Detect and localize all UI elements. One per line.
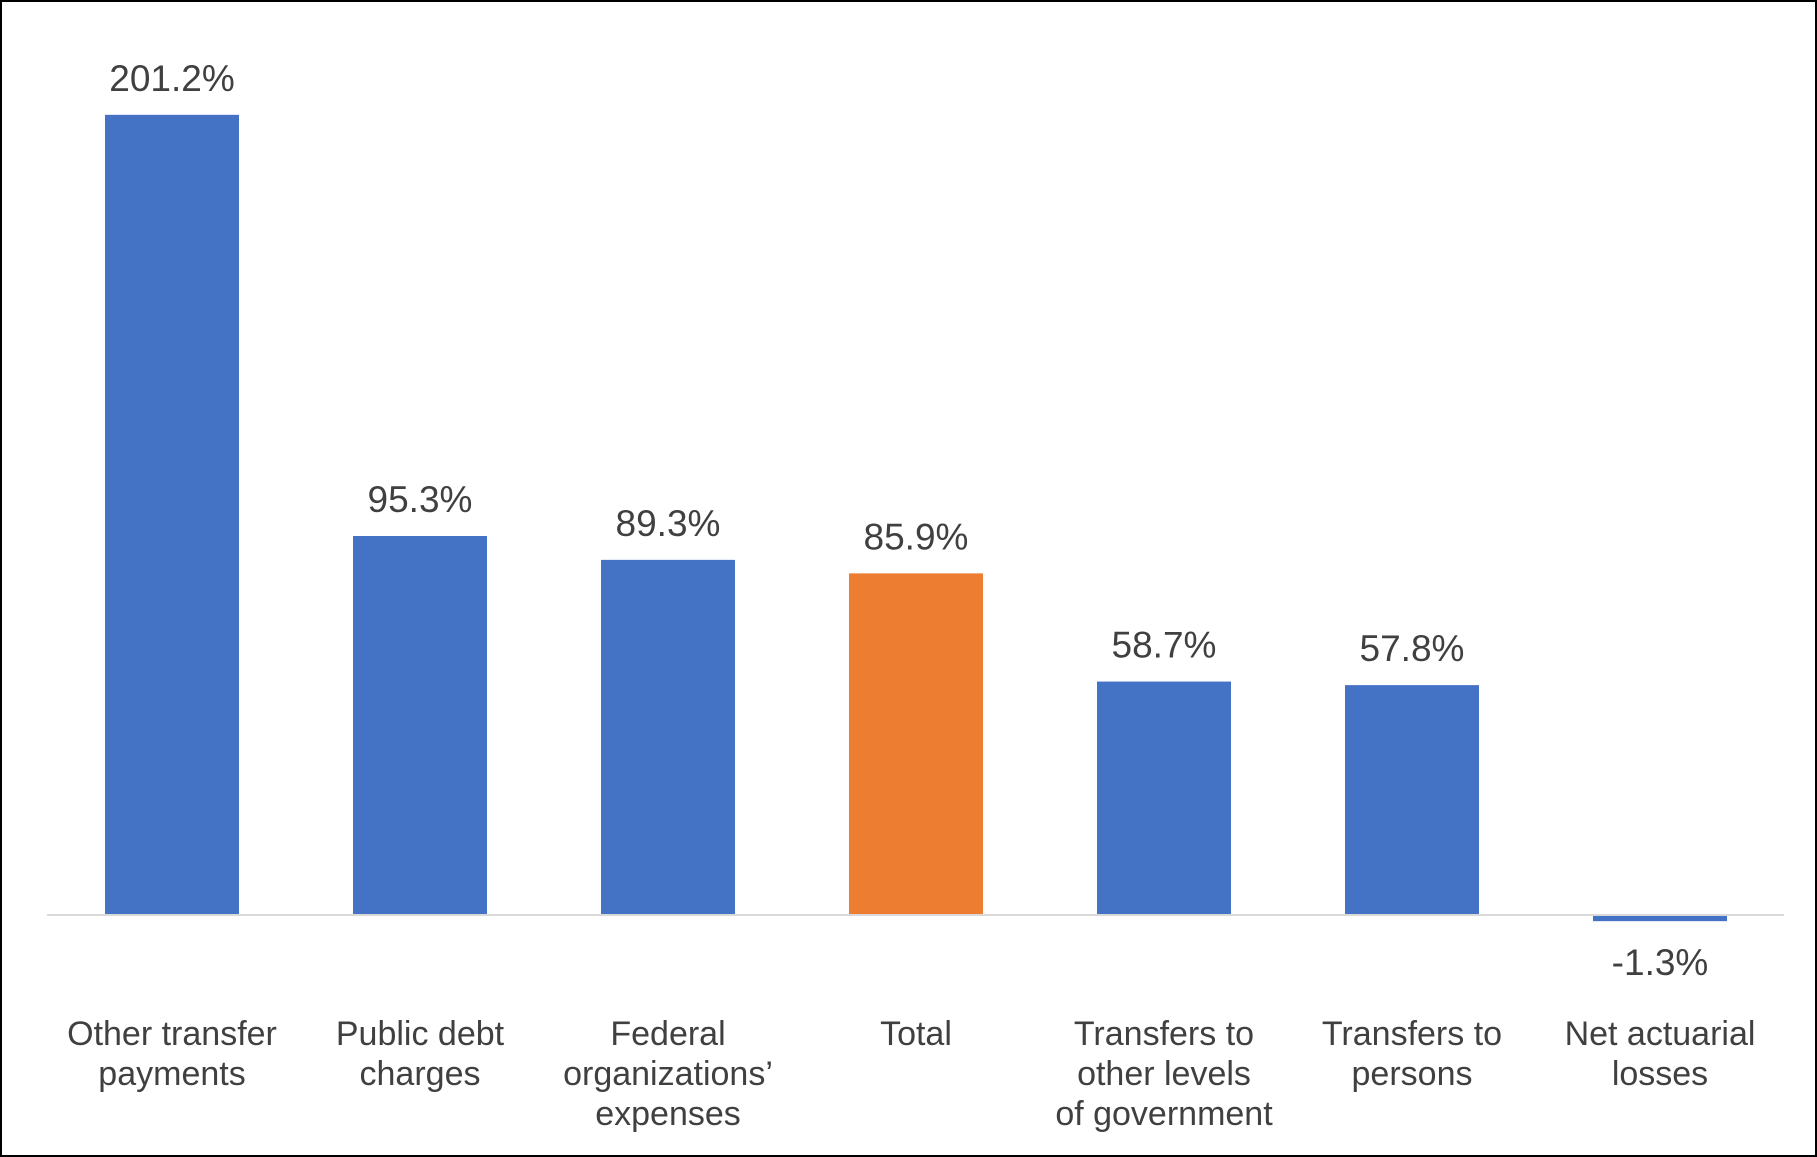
category-label-line: Transfers to: [1322, 1015, 1502, 1053]
value-label-1: 95.3%: [368, 479, 473, 520]
bar-5: [1345, 685, 1479, 915]
category-label-6: Net actuarial losses: [1565, 1015, 1756, 1093]
category-label-line: Net actuarial: [1565, 1015, 1756, 1053]
category-label-0: Other transfer payments: [67, 1015, 277, 1093]
category-label-line: of government: [1055, 1095, 1273, 1133]
category-label-line: Other transfer: [67, 1015, 277, 1053]
bars-layer: [105, 114, 1727, 922]
bar-0: [105, 114, 239, 916]
category-label-line: Public debt: [336, 1015, 505, 1053]
category-labels-layer: Other transfer payments Public debt charges…: [67, 1015, 1755, 1133]
value-label-4: 58.7%: [1112, 625, 1217, 666]
category-label-line: Total: [880, 1015, 952, 1053]
value-label-2: 89.3%: [616, 503, 721, 544]
category-label-4: Transfers to other levels of government: [1055, 1015, 1273, 1133]
value-label-5: 57.8%: [1360, 628, 1465, 669]
category-label-1: Public debt charges: [336, 1015, 505, 1093]
category-label-line: losses: [1612, 1055, 1708, 1093]
value-label-0: 201.2%: [109, 58, 235, 99]
category-label-2: Federal organizations’ expenses: [563, 1015, 773, 1133]
category-label-line: other levels: [1077, 1055, 1251, 1093]
bar-4: [1097, 681, 1231, 915]
category-label-line: persons: [1352, 1055, 1473, 1093]
category-label-line: expenses: [595, 1095, 741, 1133]
category-label-line: payments: [98, 1055, 245, 1093]
category-label-line: Transfers to: [1074, 1015, 1254, 1053]
category-label-5: Transfers to persons: [1322, 1015, 1502, 1093]
bar-2: [601, 559, 735, 915]
value-labels-layer: 201.2% 95.3% 89.3% 85.9% 58.7% 57.8% -1.3%: [109, 58, 1708, 983]
value-label-6: -1.3%: [1612, 942, 1709, 983]
category-label-line: organizations’: [563, 1055, 773, 1093]
bar-6: [1593, 916, 1727, 922]
bar-3: [849, 573, 983, 915]
category-label-line: Federal: [610, 1015, 725, 1053]
bar-1: [353, 535, 487, 915]
category-label-3: Total: [880, 1015, 952, 1053]
category-label-line: charges: [360, 1055, 481, 1093]
value-label-3: 85.9%: [864, 516, 969, 557]
